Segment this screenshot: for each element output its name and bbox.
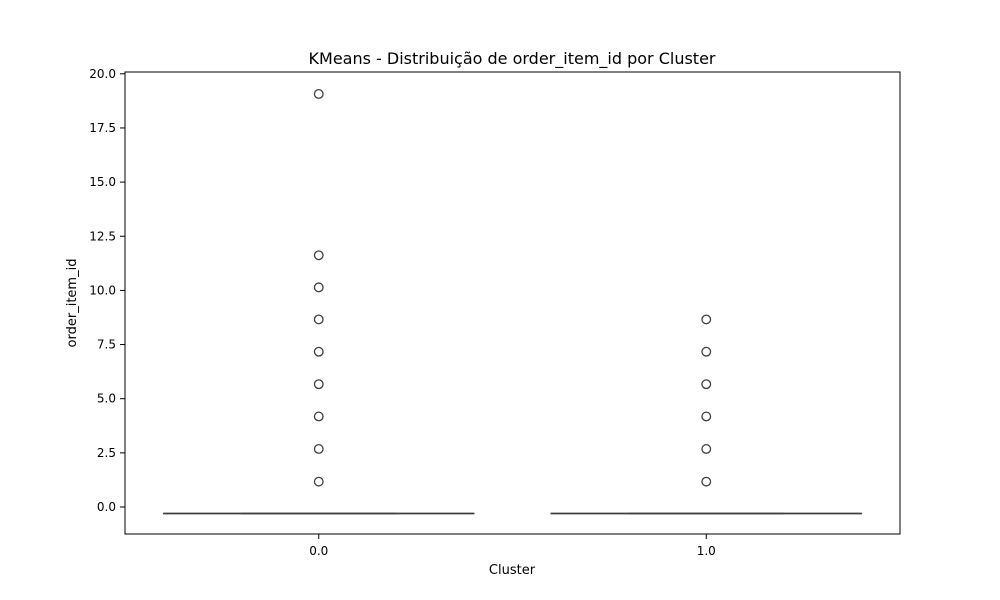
- y-tick-label: 10.0: [89, 283, 116, 297]
- y-axis-label: order_item_id: [65, 259, 80, 348]
- outlier-point: [313, 444, 324, 454]
- outlier-point: [701, 346, 712, 357]
- y-tick-label: 2.5: [97, 446, 116, 460]
- outlier-point: [701, 444, 712, 454]
- outlier-point: [313, 88, 324, 99]
- y-tick-label: 5.0: [97, 392, 116, 406]
- box-group-cluster-1: [550, 314, 862, 515]
- y-tick-label: 15.0: [89, 175, 116, 189]
- outlier-point: [313, 346, 324, 357]
- outlier-point: [313, 282, 324, 293]
- outlier-point: [313, 411, 324, 422]
- outlier-point: [701, 411, 712, 422]
- y-tick-label: 17.5: [89, 121, 116, 135]
- axes-frame: [124, 71, 901, 535]
- outlier-point: [701, 476, 712, 487]
- y-tick-label: 12.5: [89, 229, 116, 243]
- x-axis: 0.0 1.0: [309, 534, 716, 558]
- outlier-point: [701, 379, 712, 390]
- chart-title: KMeans - Distribuição de order_item_id p…: [309, 49, 716, 69]
- y-tick-label: 0.0: [97, 500, 116, 514]
- x-tick-label: 0.0: [309, 544, 328, 558]
- y-tick-label: 7.5: [97, 338, 116, 352]
- outlier-point: [313, 379, 324, 390]
- outlier-point: [313, 476, 324, 487]
- outlier-point: [313, 250, 324, 261]
- outlier-point: [701, 314, 712, 325]
- plot-area: [163, 88, 862, 515]
- y-tick-label: 20.0: [89, 67, 116, 81]
- y-axis: 0.0 2.5 5.0 7.5 10.0 12.5 15.0 17.5 20.0: [89, 67, 125, 514]
- x-tick-label: 1.0: [697, 544, 716, 558]
- outlier-point: [313, 314, 324, 325]
- box-group-cluster-0: [163, 88, 475, 515]
- x-axis-label: Cluster: [489, 563, 536, 578]
